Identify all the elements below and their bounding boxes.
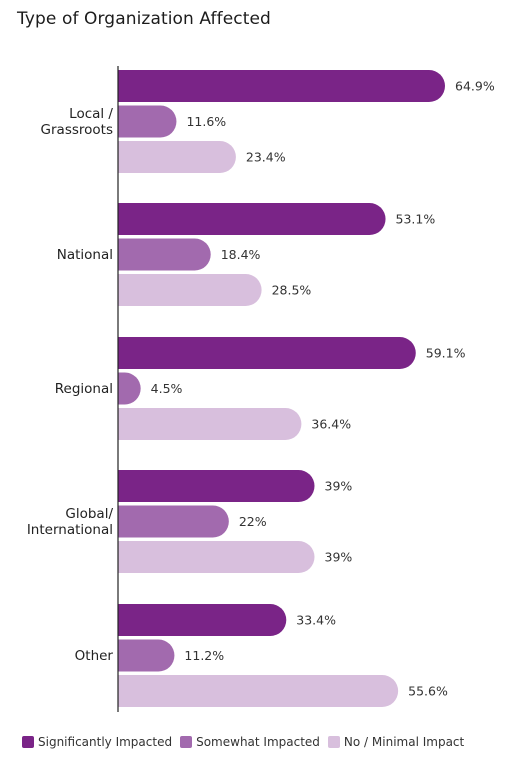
chart-title: Type of Organization Affected [17, 9, 271, 29]
bar-other-significantly-impacted [118, 604, 287, 636]
category-label-regional: Regional [55, 381, 113, 397]
bar-national-significantly-impacted [118, 203, 386, 235]
category-label-local-grassroots: Local / Grassroots [41, 106, 114, 138]
data-label-local-grassroots-no-minimal-impact: 23.4% [246, 150, 286, 165]
bar-global-international-no-minimal-impact [118, 541, 315, 573]
legend-swatch-somewhat-impacted [180, 736, 193, 748]
bar-regional-significantly-impacted [118, 337, 416, 369]
data-label-other-somewhat-impacted: 11.2% [184, 648, 224, 663]
data-label-global-international-somewhat-impacted: 22% [239, 514, 267, 529]
bar-national-somewhat-impacted [118, 238, 211, 271]
category-label-global-international: Global/International [27, 506, 114, 538]
legend-item-somewhat-impacted: Somewhat Impacted [180, 735, 320, 749]
data-label-local-grassroots-significantly-impacted: 64.9% [455, 79, 495, 94]
bar-chart: 64.9% 11.6% 23.4% Local / Grassroots 53.1% 18.… [27, 66, 495, 712]
bar-global-international-somewhat-impacted [118, 505, 229, 538]
category-label-other: Other [75, 648, 114, 664]
legend-swatch-significantly-impacted [22, 736, 34, 748]
legend-label-significantly-impacted: Significantly Impacted [38, 735, 173, 749]
category-label-national: National [57, 247, 113, 263]
data-label-regional-significantly-impacted: 59.1% [426, 346, 466, 361]
bar-regional-no-minimal-impact [118, 408, 302, 440]
legend-label-no-minimal-impact: No / Minimal Impact [343, 735, 465, 749]
legend-swatch-no-minimal-impact [327, 736, 340, 748]
bar-national-no-minimal-impact [118, 274, 262, 306]
legend-label-somewhat-impacted: Somewhat Impacted [196, 735, 320, 749]
bar-regional-somewhat-impacted [118, 372, 141, 405]
bar-other-no-minimal-impact [118, 675, 399, 707]
data-label-global-international-no-minimal-impact: 39% [325, 550, 353, 565]
bar-other-somewhat-impacted [118, 639, 175, 672]
data-label-other-no-minimal-impact: 55.6% [408, 684, 448, 699]
data-label-regional-no-minimal-impact: 36.4% [311, 417, 351, 432]
data-label-local-grassroots-somewhat-impacted: 11.6% [186, 114, 226, 129]
legend-item-significantly-impacted: Significantly Impacted [22, 735, 172, 749]
legend-item-no-minimal-impact: No / Minimal Impact [327, 735, 465, 749]
data-label-other-significantly-impacted: 33.4% [296, 613, 336, 628]
data-label-national-significantly-impacted: 53.1% [396, 212, 436, 227]
data-label-national-somewhat-impacted: 18.4% [221, 247, 261, 262]
bar-local-grassroots-significantly-impacted [118, 70, 445, 102]
data-label-global-international-significantly-impacted: 39% [325, 479, 353, 494]
data-label-regional-somewhat-impacted: 4.5% [151, 381, 183, 396]
bar-global-international-significantly-impacted [118, 470, 315, 502]
chart-legend: Significantly Impacted Somewhat Impacted… [22, 735, 472, 749]
data-label-national-no-minimal-impact: 28.5% [272, 283, 312, 298]
bar-local-grassroots-somewhat-impacted [118, 105, 177, 138]
bar-local-grassroots-no-minimal-impact [118, 141, 236, 173]
